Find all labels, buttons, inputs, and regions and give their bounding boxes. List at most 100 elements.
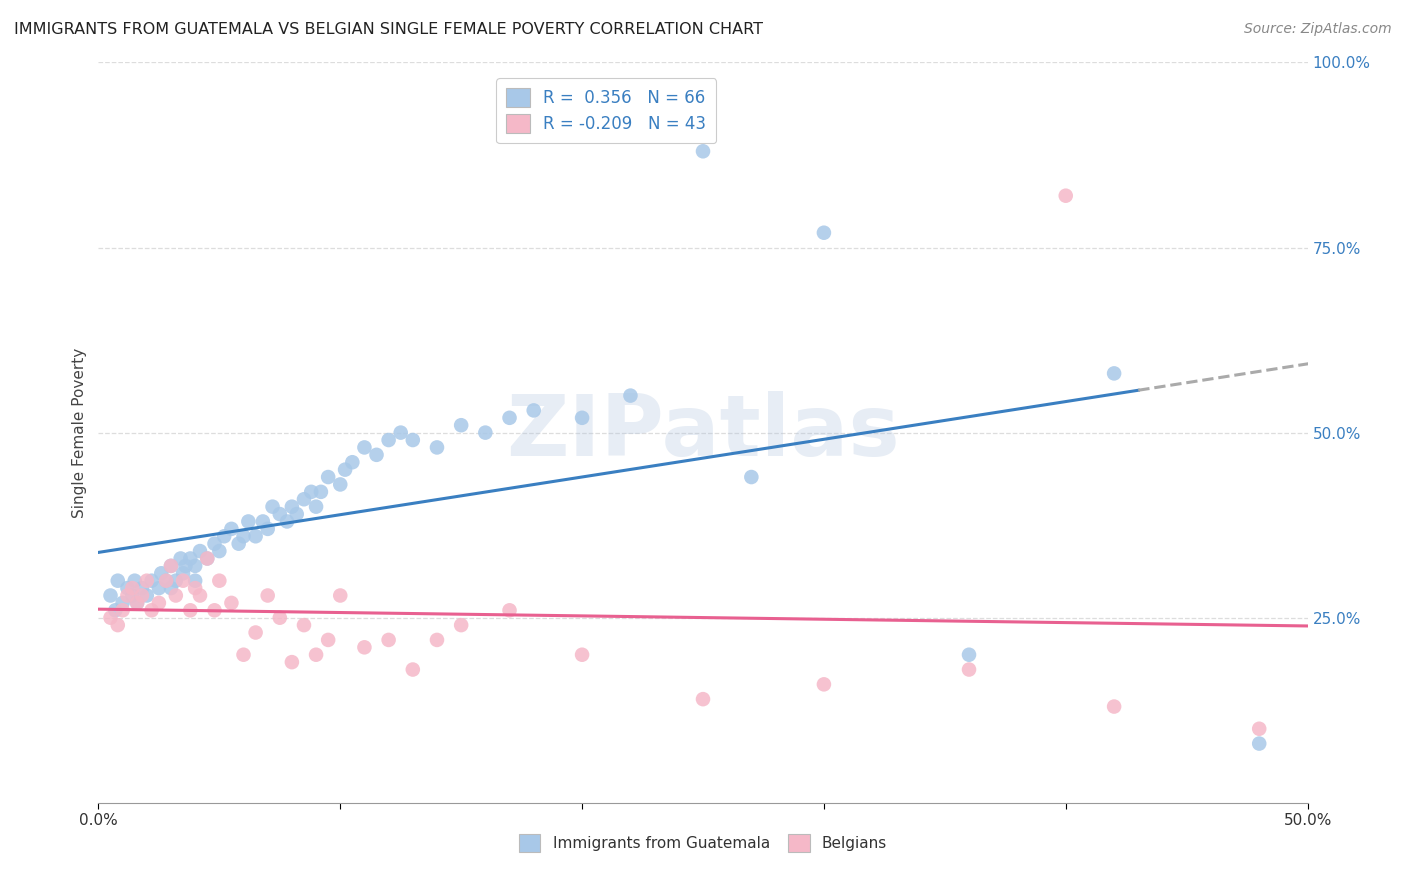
Point: [160, 581, 183, 595]
Point: [104, 603, 127, 617]
Point: [107, 618, 129, 632]
Point: [292, 492, 315, 507]
Text: ZIPatlas: ZIPatlas: [506, 391, 900, 475]
Point: [692, 692, 714, 706]
Point: [299, 484, 322, 499]
Point: [245, 625, 267, 640]
Point: [571, 648, 593, 662]
Point: [450, 418, 472, 433]
Point: [195, 551, 218, 566]
Text: IMMIGRANTS FROM GUATEMALA VS BELGIAN SINGLE FEMALE POVERTY CORRELATION CHART: IMMIGRANTS FROM GUATEMALA VS BELGIAN SIN…: [14, 22, 763, 37]
Point: [402, 433, 425, 447]
Point: [571, 410, 593, 425]
Point: [221, 596, 243, 610]
Point: [329, 589, 352, 603]
Point: [1054, 188, 1077, 202]
Point: [269, 610, 291, 624]
Point: [1102, 367, 1125, 381]
Point: [256, 589, 278, 603]
Point: [111, 603, 134, 617]
Point: [813, 677, 835, 691]
Point: [107, 574, 129, 588]
Point: [160, 558, 183, 573]
Point: [131, 581, 153, 595]
Point: [309, 484, 332, 499]
Point: [127, 596, 149, 610]
Point: [498, 603, 520, 617]
Point: [740, 470, 762, 484]
Point: [141, 574, 163, 588]
Point: [232, 529, 254, 543]
Point: [204, 603, 226, 617]
Point: [165, 574, 187, 588]
Point: [333, 462, 356, 476]
Point: [305, 500, 328, 514]
Point: [957, 648, 980, 662]
Point: [184, 574, 207, 588]
Point: [124, 574, 146, 588]
Point: [188, 589, 211, 603]
Legend: Immigrants from Guatemala, Belgians: Immigrants from Guatemala, Belgians: [513, 829, 893, 858]
Point: [366, 448, 388, 462]
Point: [141, 603, 163, 617]
Point: [155, 574, 177, 588]
Point: [238, 515, 260, 529]
Point: [316, 470, 339, 484]
Point: [148, 596, 170, 610]
Point: [232, 648, 254, 662]
Point: [1249, 737, 1271, 751]
Point: [426, 632, 449, 647]
Point: [165, 589, 187, 603]
Point: [377, 632, 399, 647]
Point: [117, 581, 139, 595]
Point: [179, 603, 201, 617]
Text: Source: ZipAtlas.com: Source: ZipAtlas.com: [1244, 22, 1392, 37]
Point: [256, 522, 278, 536]
Point: [204, 536, 226, 550]
Point: [353, 441, 375, 455]
Point: [111, 596, 134, 610]
Point: [252, 515, 274, 529]
Point: [813, 226, 835, 240]
Point: [305, 648, 328, 662]
Point: [402, 663, 425, 677]
Point: [450, 618, 472, 632]
Point: [172, 566, 194, 581]
Point: [262, 500, 284, 514]
Point: [100, 589, 122, 603]
Point: [155, 574, 177, 588]
Y-axis label: Single Female Poverty: Single Female Poverty: [72, 348, 87, 517]
Point: [117, 589, 139, 603]
Point: [353, 640, 375, 655]
Point: [179, 551, 201, 566]
Point: [100, 610, 122, 624]
Point: [127, 596, 149, 610]
Point: [281, 500, 304, 514]
Point: [316, 632, 339, 647]
Point: [692, 145, 714, 159]
Point: [121, 589, 143, 603]
Point: [148, 581, 170, 595]
Point: [188, 544, 211, 558]
Point: [474, 425, 496, 440]
Point: [208, 574, 231, 588]
Point: [160, 558, 183, 573]
Point: [221, 522, 243, 536]
Point: [131, 589, 153, 603]
Point: [285, 507, 308, 521]
Point: [523, 403, 546, 417]
Point: [1102, 699, 1125, 714]
Point: [172, 574, 194, 588]
Point: [174, 558, 197, 573]
Point: [135, 574, 157, 588]
Point: [212, 529, 235, 543]
Point: [281, 655, 304, 669]
Point: [208, 544, 231, 558]
Point: [498, 410, 520, 425]
Point: [342, 455, 364, 469]
Point: [957, 663, 980, 677]
Point: [389, 425, 412, 440]
Point: [269, 507, 291, 521]
Point: [245, 529, 267, 543]
Point: [228, 536, 250, 550]
